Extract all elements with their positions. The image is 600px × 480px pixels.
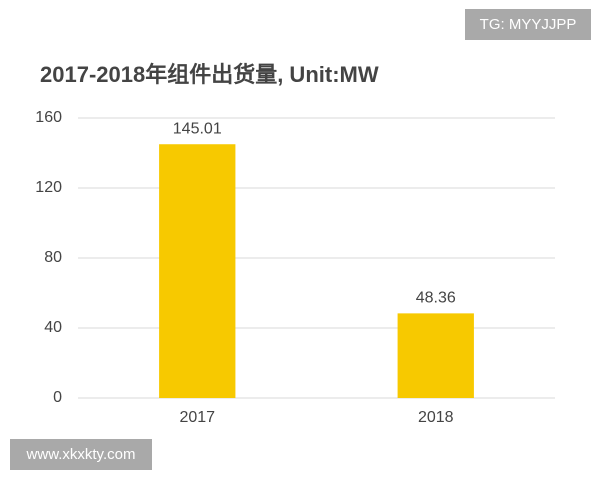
bar (397, 313, 474, 398)
value-label: 145.01 (173, 120, 222, 137)
y-tick-label: 40 (44, 319, 62, 336)
x-tick-label: 2018 (418, 409, 454, 426)
watermark: www.xkxkty.com (26, 446, 136, 463)
y-tick-label: 120 (35, 179, 62, 196)
y-tick-label: 160 (35, 109, 62, 126)
watermark-box (10, 439, 152, 470)
watermark: TG: MYYJJPP (480, 16, 577, 33)
chart-title: 2017-2018年组件出货量, Unit:MW (40, 62, 379, 87)
y-tick-label: 80 (44, 249, 62, 266)
watermark-box (465, 9, 591, 40)
bar (159, 144, 236, 398)
value-label: 48.36 (416, 290, 456, 307)
x-tick-label: 2017 (179, 409, 215, 426)
y-tick-label: 0 (53, 389, 62, 406)
